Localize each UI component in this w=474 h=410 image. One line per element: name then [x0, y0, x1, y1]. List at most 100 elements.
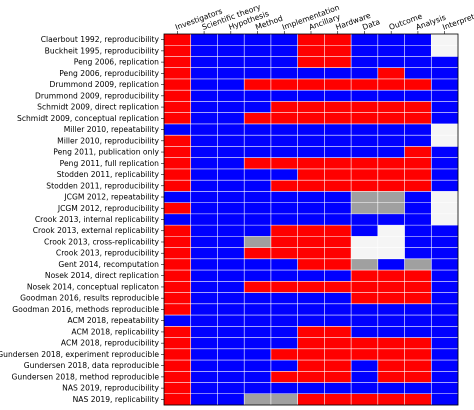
heatmap-cell — [324, 258, 352, 271]
heatmap-cell — [164, 281, 192, 293]
heatmap-cell — [324, 360, 352, 372]
heatmap-cell — [351, 123, 379, 136]
heatmap-cell — [190, 225, 218, 237]
heatmap-cell — [270, 371, 298, 383]
heatmap-cell — [351, 56, 379, 69]
heatmap-cell — [404, 360, 432, 372]
heatmap-cell — [190, 371, 218, 383]
heatmap-cell — [190, 123, 218, 136]
heatmap-cell — [217, 112, 245, 125]
heatmap-cell — [164, 393, 192, 406]
heatmap-cell — [324, 123, 352, 136]
heatmap-cell — [377, 270, 405, 282]
heatmap-cell — [217, 45, 245, 57]
heatmap-cell — [297, 270, 325, 282]
heatmap-cell — [270, 337, 298, 350]
heatmap-cell — [270, 157, 298, 170]
row-label: Crook 2013, reproducibility — [56, 249, 160, 258]
heatmap-cell — [190, 258, 218, 271]
row-label: Crook 2013, internal replicability — [35, 215, 160, 224]
heatmap-cell — [431, 34, 459, 46]
heatmap-cell — [244, 292, 272, 305]
heatmap-cell — [217, 371, 245, 383]
heatmap-cell — [164, 360, 192, 372]
heatmap-cell — [190, 56, 218, 69]
heatmap-cell — [164, 168, 192, 181]
heatmap-cell — [190, 292, 218, 305]
heatmap-cell — [377, 337, 405, 350]
heatmap-cell — [324, 292, 352, 305]
heatmap-cell — [431, 67, 459, 80]
heatmap-cell — [324, 191, 352, 203]
row-label: ACM 2018, replicability — [71, 327, 159, 336]
heatmap-cell — [190, 90, 218, 102]
heatmap-cell — [377, 303, 405, 316]
heatmap-cell — [190, 303, 218, 316]
row-label: NAS 2019, reproducibility — [62, 384, 159, 393]
heatmap-cell — [377, 123, 405, 136]
heatmap-cell — [351, 247, 379, 260]
heatmap-cell — [431, 371, 459, 383]
heatmap-cell — [164, 123, 192, 136]
heatmap-cell — [297, 348, 325, 361]
heatmap-cell — [324, 393, 352, 406]
heatmap-cell — [244, 270, 272, 282]
heatmap-cell — [297, 56, 325, 69]
heatmap-cell — [244, 101, 272, 113]
heatmap-cell — [190, 393, 218, 406]
heatmap-cell — [270, 315, 298, 327]
heatmap-cell — [324, 281, 352, 293]
heatmap-cell — [377, 157, 405, 170]
heatmap-cell — [244, 168, 272, 181]
heatmap-cell — [190, 202, 218, 215]
heatmap-cell — [404, 67, 432, 80]
heatmap-cell — [404, 371, 432, 383]
heatmap-cell — [270, 292, 298, 305]
heatmap-cell — [404, 112, 432, 125]
heatmap-cell — [270, 146, 298, 158]
heatmap-cell — [217, 123, 245, 136]
heatmap-cell — [244, 281, 272, 293]
heatmap-gridlines — [164, 34, 458, 405]
heatmap-cell — [164, 258, 192, 271]
heatmap-cell — [297, 236, 325, 248]
heatmap-cell — [190, 213, 218, 226]
heatmap-cell — [217, 315, 245, 327]
heatmap-cell — [217, 191, 245, 203]
heatmap-cell — [270, 326, 298, 338]
heatmap-cell — [190, 326, 218, 338]
heatmap-cell — [190, 315, 218, 327]
heatmap-cell — [164, 337, 192, 350]
heatmap-cell — [217, 225, 245, 237]
heatmap-cell — [324, 382, 352, 395]
heatmap-cell — [324, 34, 352, 46]
heatmap-cell — [351, 326, 379, 338]
heatmap-cell — [324, 56, 352, 69]
heatmap-cell — [404, 168, 432, 181]
heatmap-cell — [270, 258, 298, 271]
heatmap-cell — [351, 213, 379, 226]
heatmap-cell — [377, 135, 405, 147]
heatmap-cell — [244, 135, 272, 147]
heatmap-cell — [297, 90, 325, 102]
heatmap-cell — [377, 146, 405, 158]
row-label: NAS 2019, replicability — [73, 395, 160, 404]
heatmap-cell — [431, 393, 459, 406]
heatmap-cell — [404, 146, 432, 158]
heatmap-cell — [404, 326, 432, 338]
row-label: Miller 2010, reproducibility — [57, 136, 159, 145]
heatmap-cell — [431, 180, 459, 192]
row-label: Drummond 2009, replication — [50, 80, 160, 89]
heatmap-cell — [297, 168, 325, 181]
heatmap-cell — [377, 292, 405, 305]
row-label: Nosek 2014, direct replication — [45, 271, 159, 280]
heatmap-cell — [404, 157, 432, 170]
heatmap-cell — [377, 371, 405, 383]
heatmap-cell — [297, 67, 325, 80]
heatmap-cell — [244, 236, 272, 248]
heatmap-cell — [297, 213, 325, 226]
heatmap-cell — [217, 135, 245, 147]
heatmap-cell — [244, 225, 272, 237]
heatmap-cell — [377, 191, 405, 203]
heatmap-cell — [190, 180, 218, 192]
